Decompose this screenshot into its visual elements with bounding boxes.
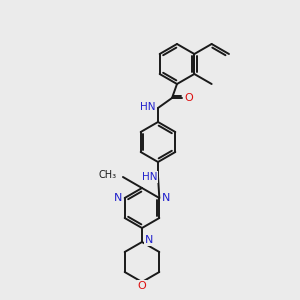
Text: O: O: [138, 281, 146, 291]
Text: O: O: [184, 93, 194, 103]
Text: N: N: [145, 235, 153, 245]
Text: N: N: [113, 193, 122, 203]
Text: HN: HN: [142, 172, 158, 182]
Text: HN: HN: [140, 102, 156, 112]
Text: CH₃: CH₃: [99, 170, 117, 180]
Text: N: N: [162, 193, 170, 203]
